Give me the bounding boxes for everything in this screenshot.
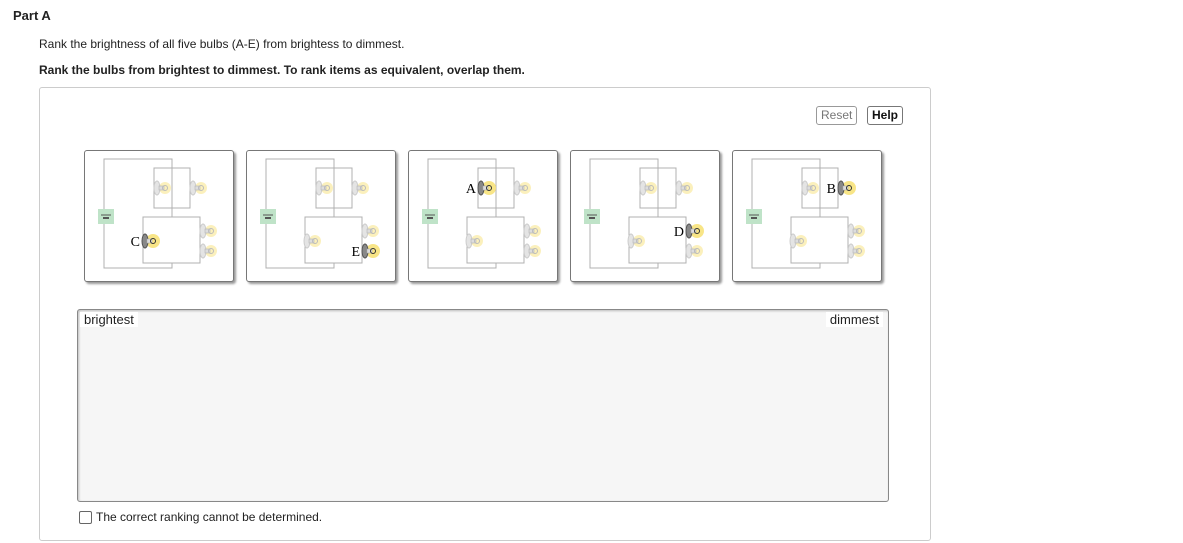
bulb-icon xyxy=(315,180,333,196)
bulb-card-e[interactable]: E xyxy=(246,150,396,282)
bulb-icon xyxy=(847,223,865,239)
circuit-diagram: B xyxy=(746,158,865,269)
question-text: Rank the brightness of all five bulbs (A… xyxy=(39,37,405,51)
bulb-card-d[interactable]: D xyxy=(570,150,720,282)
bulb-label: E xyxy=(351,245,360,260)
bulb-icon xyxy=(351,180,369,196)
circuit-diagram: D xyxy=(584,158,704,269)
help-button[interactable]: Help xyxy=(867,106,904,125)
bulb-icon xyxy=(477,180,496,196)
bulb-icon xyxy=(789,233,807,249)
bulb-icon xyxy=(465,233,483,249)
circuit-diagram: A xyxy=(422,158,541,269)
bulb-card-c[interactable]: C xyxy=(84,150,234,282)
brightest-label: brightest xyxy=(80,312,138,327)
bulb-icon xyxy=(141,233,160,249)
bulb-icon xyxy=(685,243,703,259)
instruction-text: Rank the bulbs from brightest to dimmest… xyxy=(39,63,525,77)
circuit-diagram: C xyxy=(98,158,217,269)
bulb-icon xyxy=(639,180,657,196)
bulb-icon xyxy=(627,233,645,249)
dimmest-label: dimmest xyxy=(825,312,883,327)
part-title: Part A xyxy=(13,8,51,23)
bulb-icon xyxy=(523,223,541,239)
bulb-icon xyxy=(361,223,379,239)
bulb-label: B xyxy=(827,182,836,197)
bulb-icon xyxy=(675,180,693,196)
battery-icon xyxy=(746,209,762,224)
battery-icon xyxy=(422,209,438,224)
cannot-determine-label: The correct ranking cannot be determined… xyxy=(96,510,323,524)
bulb-icon xyxy=(361,243,380,259)
cannot-determine-checkbox[interactable] xyxy=(79,511,92,524)
battery-icon xyxy=(260,209,276,224)
battery-icon xyxy=(98,209,114,224)
bulb-icon xyxy=(189,180,207,196)
bulb-card-a[interactable]: A xyxy=(408,150,558,282)
bulb-label: A xyxy=(466,182,477,197)
bulb-icon xyxy=(199,223,217,239)
bulb-icon xyxy=(685,223,704,239)
ranking-panel xyxy=(39,87,931,541)
reset-button[interactable]: Reset xyxy=(816,106,858,125)
bulb-icon xyxy=(837,180,856,196)
battery-icon xyxy=(584,209,600,224)
bulb-icon xyxy=(513,180,531,196)
bulb-card-b[interactable]: B xyxy=(732,150,882,282)
bulb-icon xyxy=(303,233,321,249)
circuit-diagram: E xyxy=(260,158,380,269)
ranking-drop-zone[interactable] xyxy=(77,309,889,502)
bulb-label: D xyxy=(674,225,684,240)
bulb-icon xyxy=(523,243,541,259)
bulb-icon xyxy=(153,180,171,196)
bulb-icon xyxy=(847,243,865,259)
bulb-icon xyxy=(801,180,819,196)
bulb-icon xyxy=(199,243,217,259)
bulb-label: C xyxy=(131,235,140,250)
